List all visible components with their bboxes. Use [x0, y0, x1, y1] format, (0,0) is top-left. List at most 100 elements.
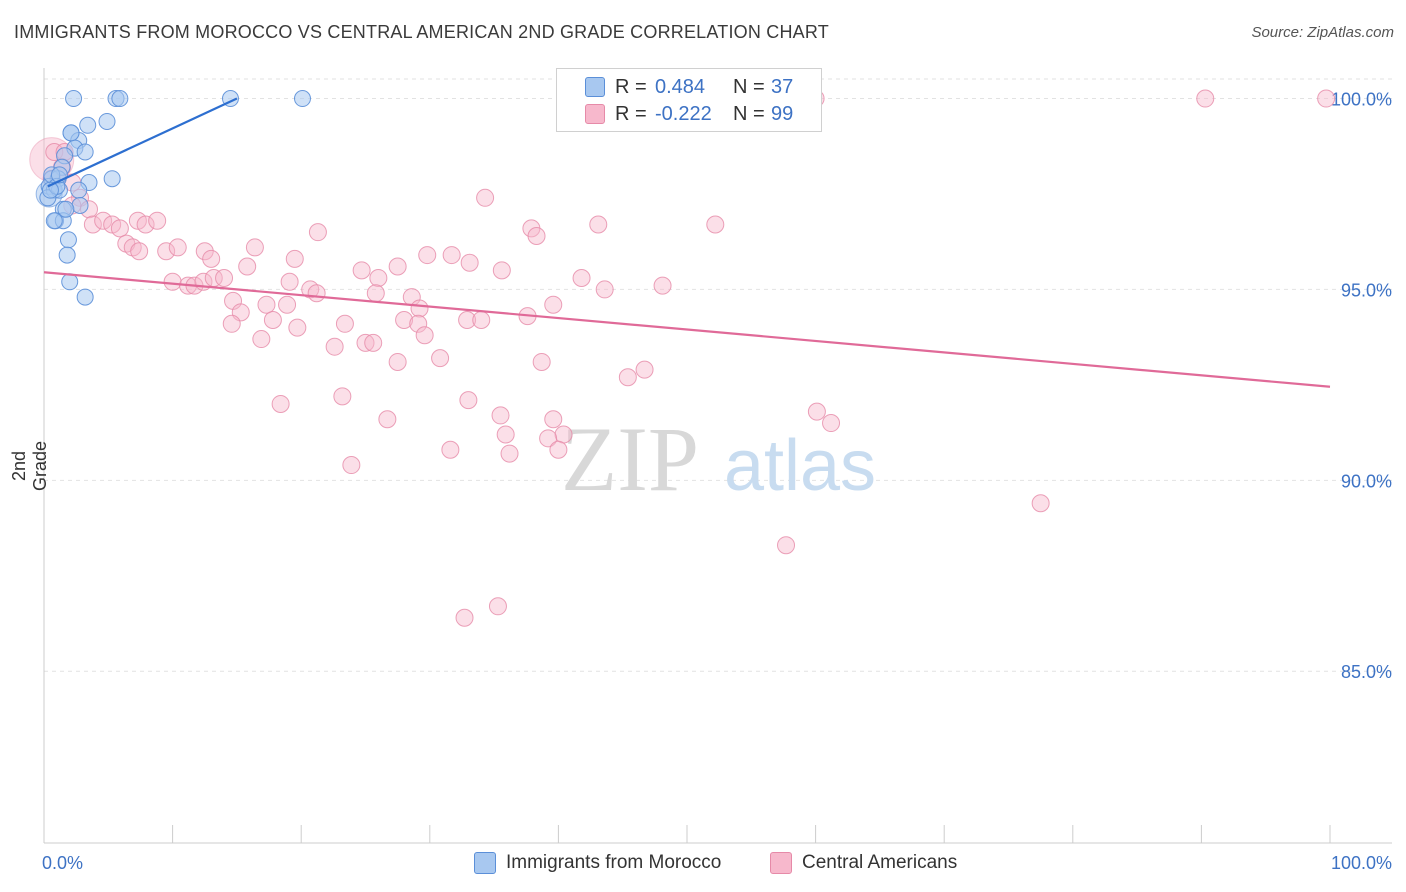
stats-legend: R = 0.484 N = 37 R = -0.222 N = 99 — [556, 68, 822, 132]
point-central-americans — [366, 284, 385, 303]
point-central-americans — [458, 310, 477, 329]
point-central-americans — [388, 352, 407, 371]
source-label: Source: ZipAtlas.com — [1251, 24, 1394, 41]
watermark-atlas: atlas — [724, 426, 876, 506]
legend-n-value: 37 — [771, 76, 794, 98]
point-morocco — [71, 196, 89, 214]
point-central-americans — [83, 215, 102, 234]
point-central-americans — [410, 299, 429, 318]
point-central-americans — [271, 394, 290, 413]
point-central-americans — [455, 608, 474, 627]
point-morocco — [103, 170, 121, 188]
point-central-americans — [589, 215, 608, 234]
point-central-americans — [595, 280, 614, 299]
point-central-americans — [476, 188, 495, 207]
point-central-americans — [418, 246, 437, 265]
point-morocco — [76, 288, 94, 306]
legend-n-label: N = — [733, 76, 765, 98]
point-central-americans — [136, 215, 155, 234]
point-central-americans — [459, 391, 478, 410]
point-central-americans — [492, 261, 511, 280]
point-central-americans — [554, 425, 573, 444]
point-central-americans — [488, 597, 507, 616]
point-morocco — [62, 124, 80, 142]
point-morocco — [58, 246, 76, 264]
point-central-americans — [653, 276, 672, 295]
bottom-legend-label-central-americans: Central Americans — [802, 852, 958, 874]
point-central-americans — [157, 242, 176, 261]
point-central-americans — [777, 536, 796, 555]
point-central-americans — [549, 440, 568, 459]
central-americans-points — [29, 89, 1336, 627]
legend-r-value: 0.484 — [655, 76, 706, 98]
point-central-americans — [431, 349, 450, 368]
watermark-zip: ZIP — [561, 408, 699, 510]
point-central-americans — [500, 444, 519, 463]
point-morocco — [57, 200, 75, 218]
y-axis-label: 2nd Grade — [9, 440, 50, 492]
point-central-americans — [94, 211, 113, 230]
point-morocco — [70, 181, 88, 199]
point-central-americans — [544, 295, 563, 314]
point-central-americans — [1317, 89, 1336, 108]
morocco-points — [35, 90, 311, 306]
point-central-americans — [441, 440, 460, 459]
point-morocco — [76, 143, 94, 161]
point-central-americans — [215, 268, 234, 287]
point-central-americans — [496, 425, 515, 444]
point-central-americans — [356, 333, 375, 352]
legend-r-label: R = — [615, 76, 647, 98]
point-central-americans — [352, 261, 371, 280]
point-central-americans — [252, 330, 271, 349]
point-morocco — [65, 90, 83, 108]
y-tick-label: 85.0% — [1341, 662, 1392, 682]
point-central-americans — [388, 257, 407, 276]
tick-labels: 85.0% 90.0% 95.0% 100.0% 0.0% 100.0% — [42, 90, 1392, 873]
point-central-americans — [618, 368, 637, 387]
chart-title: IMMIGRANTS FROM MOROCCO VS CENTRAL AMERI… — [14, 22, 829, 42]
point-central-americans — [238, 257, 257, 276]
point-central-americans — [807, 402, 826, 421]
point-central-americans — [635, 360, 654, 379]
point-central-americans — [168, 238, 187, 257]
point-central-americans — [532, 352, 551, 371]
trend-lines — [43, 97, 1331, 388]
watermark: ZIP atlas — [561, 408, 876, 510]
point-central-americans — [364, 333, 383, 352]
point-central-americans — [110, 219, 129, 238]
point-central-americans — [1031, 494, 1050, 513]
point-central-americans — [335, 314, 354, 333]
trend-line-morocco — [47, 97, 238, 188]
point-morocco — [79, 116, 97, 134]
trend-line-central-americans — [43, 271, 1331, 388]
legend-swatch-morocco — [585, 77, 605, 97]
point-central-americans — [195, 242, 214, 261]
point-morocco — [45, 212, 63, 230]
point-central-americans — [572, 268, 591, 287]
point-central-americans — [280, 272, 299, 291]
point-central-americans — [491, 406, 510, 425]
point-morocco — [61, 273, 79, 291]
bottom-legend-morocco: Immigrants from Morocco — [474, 852, 721, 874]
point-central-americans — [472, 310, 491, 329]
point-central-americans — [245, 238, 264, 257]
point-central-americans — [527, 226, 546, 245]
point-central-americans — [460, 253, 479, 272]
point-central-americans — [395, 310, 414, 329]
point-central-americans — [148, 211, 167, 230]
point-central-americans — [130, 242, 149, 261]
point-central-americans — [333, 387, 352, 406]
x-tick-label-max: 100.0% — [1331, 853, 1392, 873]
point-central-americans — [706, 215, 725, 234]
point-central-americans — [442, 246, 461, 265]
point-central-americans — [285, 249, 304, 268]
point-central-americans — [222, 314, 241, 333]
point-morocco — [41, 181, 59, 199]
bottom-legend-central-americans: Central Americans — [770, 852, 957, 874]
point-morocco — [111, 90, 129, 108]
legend-r-value: -0.222 — [655, 103, 712, 125]
bottom-legend-label-morocco: Immigrants from Morocco — [506, 852, 722, 874]
legend-n-label: N = — [733, 103, 765, 125]
point-central-americans — [378, 410, 397, 429]
